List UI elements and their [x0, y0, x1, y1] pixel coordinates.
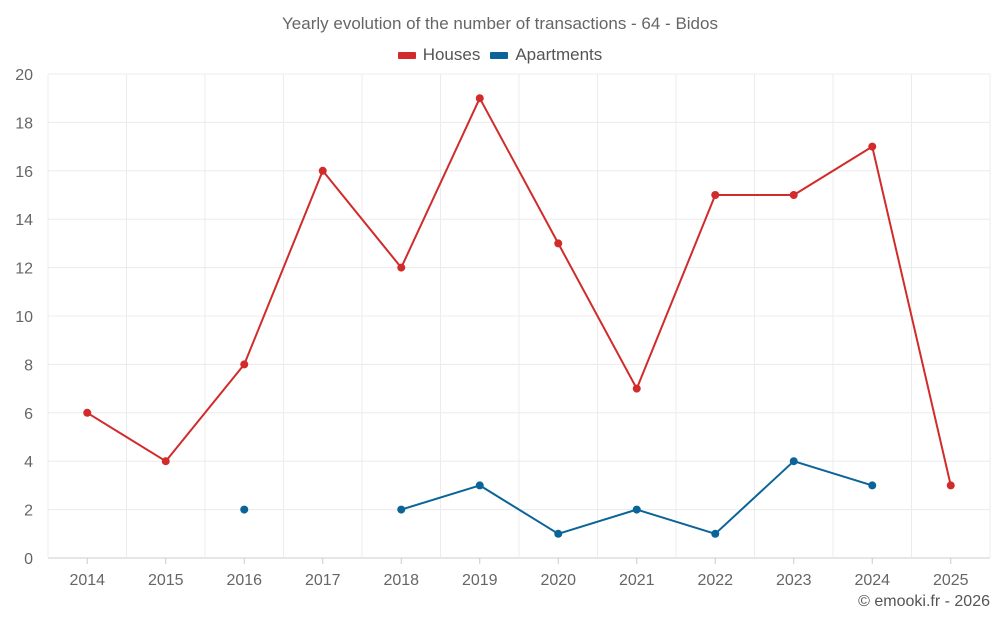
data-point-houses-2022 [711, 191, 720, 199]
x-tick-label: 2025 [933, 572, 969, 589]
legend-swatch-houses [397, 51, 416, 59]
credit-text: © emooki.fr - 2026 [858, 593, 990, 610]
x-tick-label: 2018 [383, 572, 419, 589]
y-tick-label: 12 [15, 261, 33, 278]
data-point-houses-2019 [475, 94, 484, 103]
y-tick-label: 18 [15, 115, 33, 132]
y-tick-label: 16 [15, 164, 33, 181]
data-point-houses-2014 [83, 408, 92, 417]
data-point-houses-2021 [632, 384, 641, 393]
data-point-houses-2024 [868, 142, 877, 151]
x-tick-label: 2017 [305, 572, 341, 589]
data-point-houses-2015 [161, 457, 170, 466]
y-tick-label: 6 [24, 406, 33, 423]
y-tick-label: 0 [24, 551, 33, 568]
data-point-houses-2023 [789, 191, 798, 199]
legend-label-apartments: Apartments [515, 45, 603, 64]
chart-title: Yearly evolution of the number of transa… [282, 14, 718, 33]
data-point-houses-2017 [318, 166, 327, 175]
data-point-apartments-2023 [789, 457, 798, 466]
x-tick-label: 2022 [697, 572, 733, 589]
x-tick-label: 2021 [619, 572, 655, 589]
x-tick-label: 2019 [462, 572, 498, 589]
data-point-houses-2020 [554, 239, 563, 248]
data-point-apartments-2018 [397, 505, 406, 514]
data-point-houses-2025 [946, 481, 955, 490]
data-point-apartments-2021 [632, 505, 641, 514]
legend-label-houses: Houses [422, 45, 481, 64]
legend-item-apartments[interactable]: Apartments [490, 45, 602, 65]
x-tick-label: 2015 [148, 572, 184, 589]
y-tick-label: 14 [15, 212, 33, 229]
series-line-apartments [400, 460, 873, 535]
x-tick-label: 2024 [854, 572, 890, 589]
x-tick-label: 2020 [540, 572, 576, 589]
y-tick-label: 2 [24, 503, 33, 520]
series-line-houses [86, 97, 952, 486]
x-tick-label: 2023 [776, 572, 812, 589]
x-tick-label: 2016 [226, 572, 262, 589]
x-tick-label: 2014 [69, 572, 105, 589]
data-point-apartments-2024 [868, 481, 877, 490]
legend-swatch-apartments [490, 51, 509, 59]
data-point-apartments-2022 [711, 529, 720, 538]
data-point-apartments-2020 [554, 529, 563, 538]
data-point-apartments-2019 [475, 481, 484, 490]
data-point-houses-2018 [397, 263, 406, 272]
y-tick-label: 4 [24, 454, 33, 471]
legend-item-houses[interactable]: Houses [397, 45, 481, 65]
data-point-houses-2016 [240, 360, 249, 369]
data-point-apartments-2016 [240, 505, 249, 514]
y-tick-label: 20 [15, 67, 33, 84]
y-tick-label: 8 [24, 357, 33, 374]
legend: Houses Apartments [0, 45, 1000, 65]
y-tick-label: 10 [15, 309, 33, 326]
